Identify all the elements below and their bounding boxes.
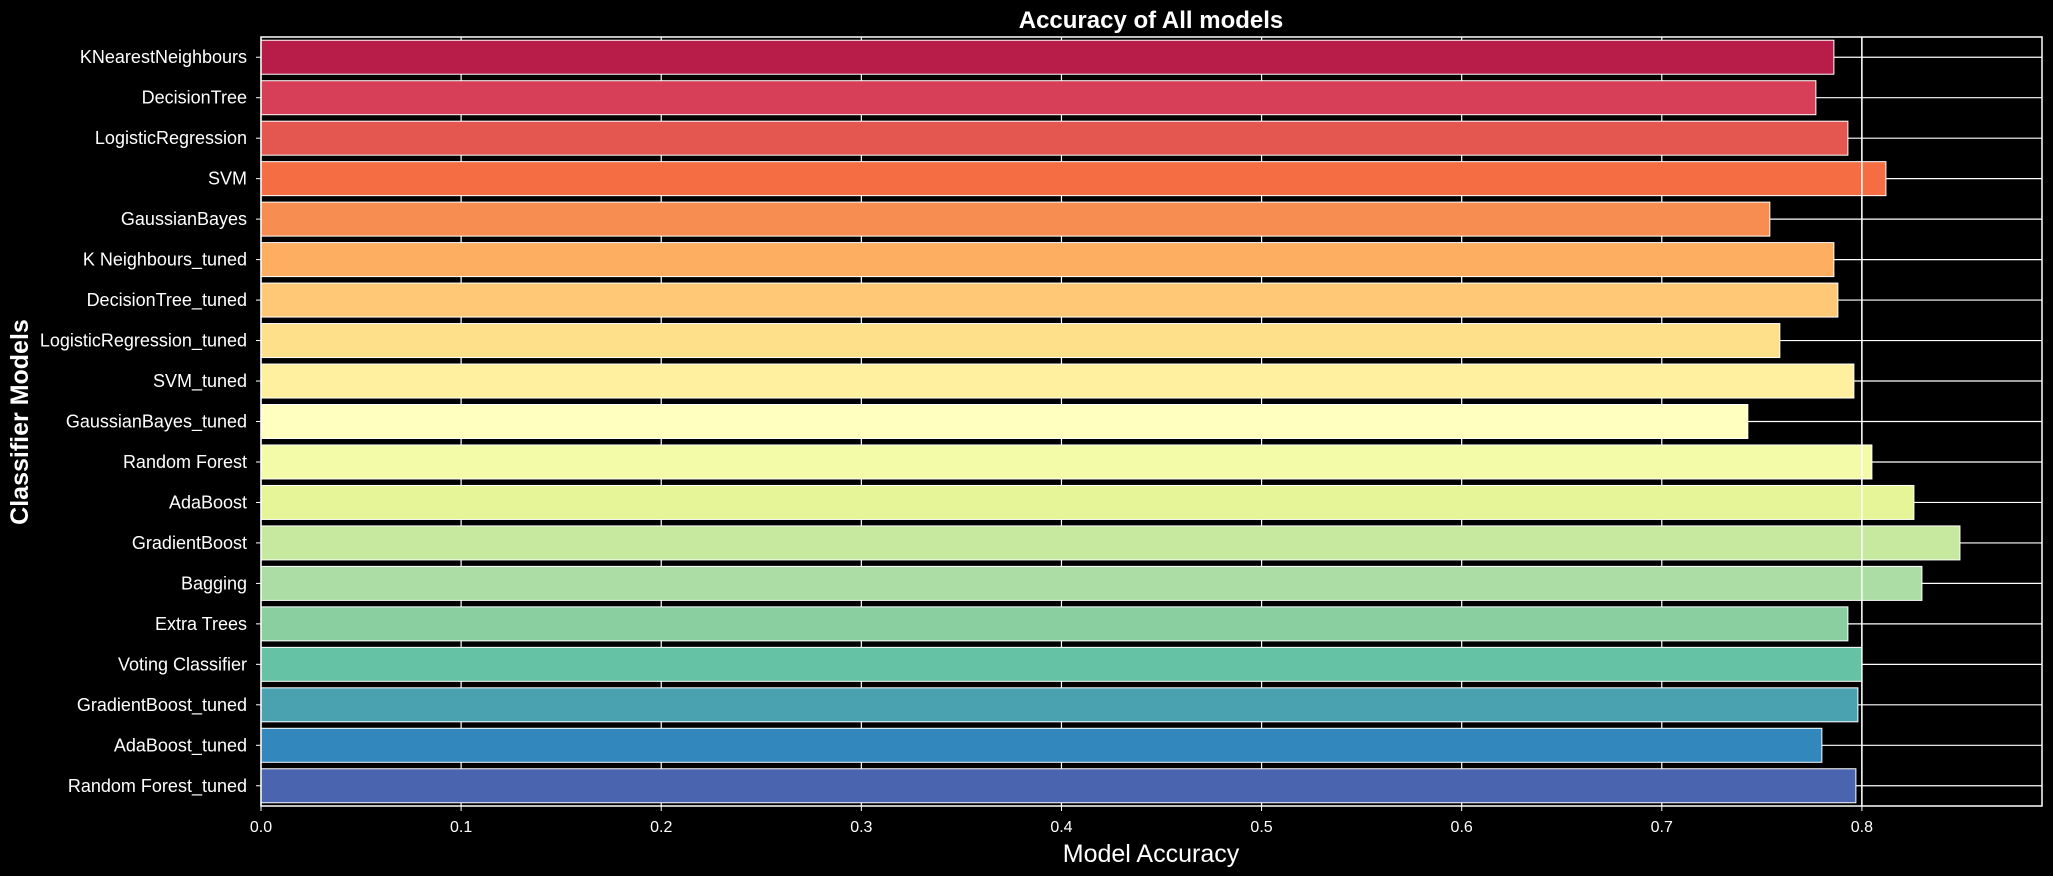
chart-title: Accuracy of All models [1019,7,1284,34]
category-label-18: Random Forest_tuned [68,776,247,797]
category-label-9: GaussianBayes_tuned [66,412,247,433]
x-tick-label-0: 0.0 [250,819,272,836]
category-label-16: GradientBoost_tuned [77,695,247,716]
bar-16 [260,687,1859,723]
bar-4 [260,201,1771,237]
x-tick-label-7: 0.7 [1651,819,1673,836]
y-axis-label: Classifier Models [6,319,34,525]
x-axis-label: Model Accuracy [1063,840,1240,868]
category-label-0: KNearestNeighbours [80,47,247,67]
bar-13 [260,565,1923,601]
bar-0 [260,39,1835,75]
bar-15 [260,646,1863,682]
bar-10 [260,444,1873,480]
category-label-4: GaussianBayes [121,209,247,229]
category-label-8: SVM_tuned [153,371,247,392]
x-tick-label-5: 0.5 [1250,819,1272,836]
category-label-14: Extra Trees [155,614,247,634]
category-label-3: SVM [208,169,247,189]
x-tick-label-2: 0.2 [650,819,672,836]
x-tick-label-3: 0.3 [850,819,872,836]
category-label-1: DecisionTree [142,88,247,108]
x-tick-label-8: 0.8 [1851,819,1873,836]
x-tick-label-6: 0.6 [1451,819,1473,836]
category-label-10: Random Forest [123,452,247,472]
category-label-7: LogisticRegression_tuned [40,331,247,352]
category-label-11: AdaBoost [169,492,247,512]
bar-6 [260,282,1839,318]
category-labels: KNearestNeighbours DecisionTree LogisticRe… [40,47,261,797]
category-label-17: AdaBoost_tuned [114,735,247,756]
bar-9 [260,404,1749,439]
bar-2 [260,120,1849,156]
bar-3 [260,161,1887,197]
category-label-6: DecisionTree_tuned [87,290,247,311]
category-label-2: LogisticRegression [95,128,247,148]
bar-17 [260,727,1823,763]
x-tick-label-1: 0.1 [450,819,472,836]
category-label-13: Bagging [181,573,247,593]
bar-7 [260,323,1781,359]
category-label-15: Voting Classifier [118,654,247,674]
bar-5 [260,242,1835,278]
bar-11 [260,484,1915,520]
category-label-12: GradientBoost [132,533,247,553]
bar-12 [260,525,1961,561]
bar-8 [260,363,1855,399]
bar-14 [260,606,1849,642]
bar-18 [260,768,1857,804]
bar-1 [260,80,1817,116]
x-tick-label-4: 0.4 [1050,819,1072,836]
x-tick-labels: 0.0 0.1 0.2 0.3 0.4 0.5 0.6 0.7 0.8 [250,806,1873,836]
category-label-5: K Neighbours_tuned [83,250,247,271]
bars [260,39,1961,804]
